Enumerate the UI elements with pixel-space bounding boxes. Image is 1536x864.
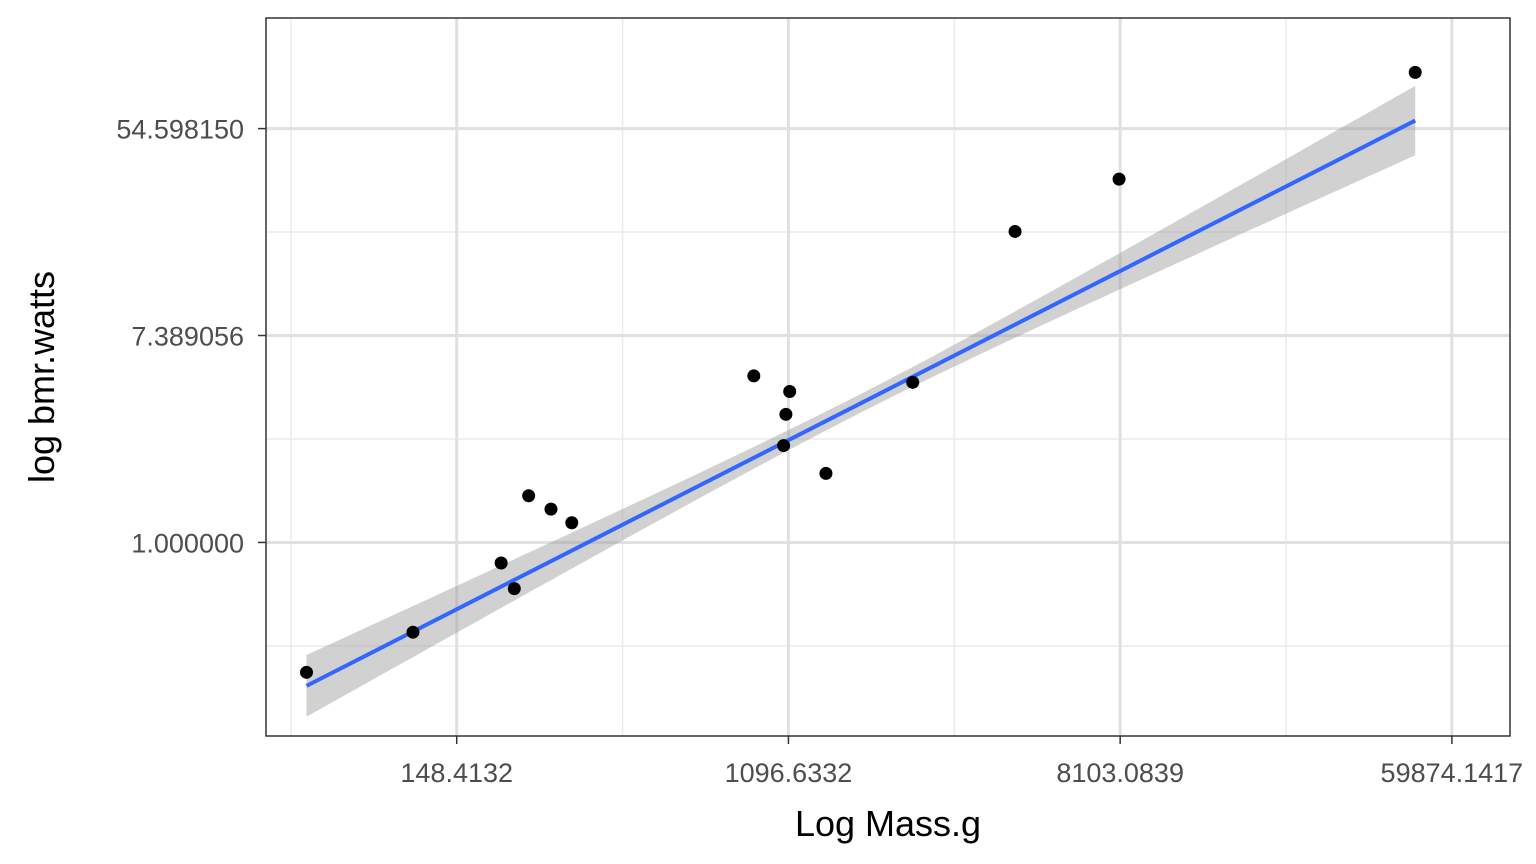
data-point xyxy=(777,439,791,453)
data-point xyxy=(779,407,793,421)
y-axis-title: log bmr.watts xyxy=(21,271,62,483)
data-point xyxy=(494,556,508,570)
major-gridlines xyxy=(266,18,1510,736)
x-tick-label: 8103.0839 xyxy=(1056,758,1184,788)
y-tick-label: 7.389056 xyxy=(131,322,244,352)
data-point xyxy=(406,625,420,639)
data-point xyxy=(1008,224,1022,238)
x-axis-ticks: 148.4132 1096.6332 8103.0839 59874.1417 xyxy=(400,736,1523,788)
x-tick-label: 59874.1417 xyxy=(1381,758,1524,788)
minor-gridlines xyxy=(266,18,1510,736)
y-tick-label: 54.598150 xyxy=(116,115,244,145)
y-axis-ticks: 1.000000 7.389056 54.598150 xyxy=(116,115,266,558)
x-tick-label: 1096.6332 xyxy=(725,758,853,788)
data-point xyxy=(1408,65,1422,79)
data-point xyxy=(906,375,920,389)
data-point xyxy=(565,516,579,530)
data-point xyxy=(1112,172,1126,186)
data-point xyxy=(507,582,521,596)
data-point xyxy=(819,466,833,480)
data-point xyxy=(522,489,536,503)
data-point xyxy=(544,502,558,516)
panel-border xyxy=(265,17,1511,737)
data-points xyxy=(300,65,1422,679)
y-tick-label: 1.000000 xyxy=(131,528,244,558)
x-axis-title: Log Mass.g xyxy=(795,803,981,844)
data-point xyxy=(783,385,797,399)
x-tick-label: 148.4132 xyxy=(400,758,513,788)
data-point xyxy=(747,369,761,383)
regression-line xyxy=(305,118,1417,688)
data-point xyxy=(300,665,314,679)
